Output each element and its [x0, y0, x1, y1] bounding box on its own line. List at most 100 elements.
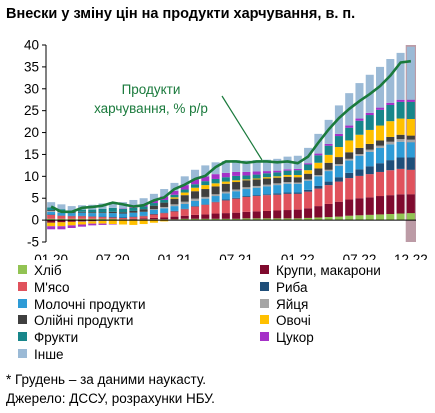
bar-2-01.21 — [170, 216, 179, 220]
bar-8-05.20 — [88, 221, 97, 224]
bar-2-10.20 — [139, 218, 148, 220]
bar-4-06.21 — [221, 199, 230, 201]
bar-3-04.21 — [201, 204, 210, 215]
bar-11-02.21 — [180, 176, 189, 186]
bar-10-05.20 — [88, 223, 97, 226]
bar-7-04.21 — [201, 189, 210, 197]
bar-11-03.20 — [67, 206, 76, 211]
bar-10-01.21 — [170, 190, 179, 195]
bar-10-05.21 — [211, 174, 220, 179]
bar-11-10.22 — [386, 59, 395, 103]
legend-label: Хліб — [34, 263, 62, 278]
bar-5-02.22 — [304, 180, 313, 190]
bar-7-09.20 — [129, 210, 138, 213]
bar-1-02.21 — [180, 218, 189, 221]
y-tick-label: 40 — [24, 38, 39, 53]
bar-8-08.20 — [119, 220, 128, 225]
bar-8-12.20 — [160, 220, 169, 222]
bar-8-07.22 — [355, 134, 364, 148]
y-tick-label: -5 — [27, 235, 39, 250]
legend-swatch — [260, 281, 269, 291]
bar-7-09.22 — [376, 140, 385, 146]
bar-7-05.21 — [211, 186, 220, 195]
bar-5-01.20 — [47, 211, 56, 215]
y-tick-label: 5 — [31, 191, 39, 206]
bar-7-06.20 — [98, 212, 107, 214]
bar-4-12.21 — [283, 192, 292, 194]
chart-title: Внески у зміну цін на продукти харчуванн… — [6, 6, 356, 22]
bar-5-08.22 — [365, 151, 374, 167]
bar-2-10.21 — [262, 210, 271, 219]
bar-9-11.21 — [273, 172, 282, 177]
bar-2-12.22 — [406, 194, 415, 214]
x-tick-label: 07.20 — [96, 252, 130, 260]
bar-11-11.22 — [396, 52, 405, 100]
bar-4-07.22 — [355, 169, 364, 176]
y-tick-label: 35 — [24, 59, 39, 74]
bar-10-07.20 — [108, 224, 117, 225]
bar-11-10.21 — [262, 159, 271, 172]
bar-9-02.22 — [304, 164, 313, 171]
y-tick-label: 15 — [24, 147, 39, 162]
bar-2-04.21 — [201, 214, 210, 219]
bar-9-07.22 — [355, 120, 364, 135]
bar-9-12.22 — [406, 101, 415, 119]
bar-5-06.22 — [345, 160, 354, 173]
legend-label: Риба — [276, 279, 308, 295]
bar-5-10.21 — [262, 186, 271, 195]
bar-2-08.21 — [242, 211, 251, 219]
bar-8-11.20 — [149, 220, 158, 223]
bar-9-01.22 — [293, 170, 302, 176]
bar-3-11.20 — [149, 214, 158, 218]
line-annotation-text: харчування, % р/р — [94, 101, 208, 116]
footnote: * Грудень – за даними наукасту. — [6, 372, 207, 387]
bar-4-11.21 — [273, 193, 282, 195]
bar-2-02.21 — [180, 215, 189, 219]
bar-8-07.20 — [108, 220, 117, 225]
bar-1-06.22 — [345, 215, 354, 221]
bar-5-04.22 — [324, 171, 333, 182]
bar-10-06.20 — [98, 223, 107, 225]
legend-label: Овочі — [276, 313, 311, 329]
bar-10-01.20 — [47, 226, 56, 230]
bar-1-04.22 — [324, 217, 333, 221]
bar-3-01.21 — [170, 211, 179, 217]
bar-5-05.20 — [88, 213, 97, 217]
bar-8-02.20 — [57, 222, 66, 227]
bar-9-09.21 — [252, 174, 261, 179]
bar-10-10.22 — [386, 102, 395, 105]
bar-1-09.21 — [252, 218, 261, 221]
bar-1-07.21 — [232, 218, 241, 221]
bar-6-02.22 — [304, 179, 313, 181]
legend-item: Фрукти — [18, 330, 78, 346]
bar-7-07.20 — [108, 211, 117, 214]
bar-2-08.22 — [365, 197, 374, 215]
bar-5-02.20 — [57, 212, 66, 216]
bar-1-06.20 — [98, 218, 107, 221]
bar-5-07.20 — [108, 213, 117, 218]
bar-11-02.20 — [57, 204, 66, 210]
bar-10-05.22 — [334, 133, 343, 137]
bar-4-10.22 — [386, 160, 395, 171]
bar-9-08.22 — [365, 115, 374, 130]
bar-6-03.22 — [314, 175, 323, 177]
bar-7-02.22 — [304, 173, 313, 180]
bar-2-12.20 — [160, 217, 169, 220]
legend-label: М'ясо — [34, 279, 70, 295]
bar-6-05.20 — [88, 220, 97, 222]
bar-7-10.21 — [262, 178, 271, 185]
bar-5-07.21 — [232, 191, 241, 198]
bar-10-07.22 — [355, 118, 364, 121]
bar-2-03.21 — [191, 214, 200, 219]
bar-3-10.20 — [139, 216, 148, 219]
bar-11-03.21 — [191, 169, 200, 180]
bar-3-01.22 — [293, 193, 302, 210]
bar-9-09.20 — [129, 207, 138, 211]
bar-7-04.20 — [77, 211, 86, 213]
bar-7-06.21 — [221, 183, 230, 192]
bar-6-11.22 — [396, 139, 405, 142]
bar-8-09.21 — [252, 178, 261, 180]
bar-5-03.22 — [314, 176, 323, 186]
bar-1-05.22 — [334, 216, 343, 221]
bar-3-11.22 — [396, 168, 405, 195]
